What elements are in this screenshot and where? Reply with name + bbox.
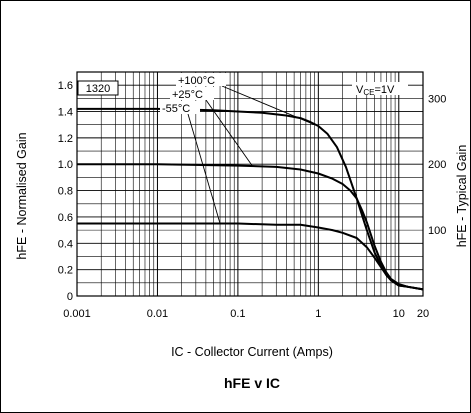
- y-tick-label: 1.6: [58, 80, 73, 92]
- y-tick-label: 1.4: [58, 107, 73, 119]
- x-tick-label: 1: [315, 308, 321, 320]
- curve-100c: [77, 107, 424, 291]
- y-tick-label: 1.2: [58, 133, 73, 145]
- y-tick-label: 0.2: [58, 265, 73, 277]
- chart-title: hFE v IC: [224, 375, 280, 391]
- curves: [77, 107, 424, 291]
- series-label-minus55c: -55°C: [162, 103, 190, 115]
- condition-box: [352, 82, 408, 95]
- series-label-100c: +100°C: [178, 75, 215, 87]
- leader-line-curve-25c: [205, 99, 253, 166]
- y-axis-title: hFE - Normalised Gain: [15, 132, 29, 259]
- y2-axis-title: hFE - Typical Gain: [455, 145, 469, 248]
- y-tick-label: 0.4: [58, 238, 73, 250]
- y-tick-label: 0.8: [58, 186, 73, 198]
- x-tick-label: 0.001: [63, 308, 91, 320]
- grid-minor: [77, 72, 424, 296]
- plot-area: [76, 71, 424, 297]
- curve-25c: [77, 163, 424, 291]
- y2-tick-labels: 100 200 300: [428, 93, 446, 237]
- y-tick-label: 0.6: [58, 212, 73, 224]
- y-tick-label: 0: [67, 291, 73, 303]
- part-label-box: [77, 80, 119, 96]
- series-label-bg-1: [170, 87, 214, 100]
- series-label-25c: +25°C: [172, 89, 203, 101]
- y2-tick-label: 100: [428, 225, 446, 237]
- x-tick-label: 20: [417, 308, 429, 320]
- condition-sub: CE: [363, 88, 374, 97]
- leader-line-curve-100c: [221, 85, 315, 126]
- y-tick-labels: 0 0.2 0.4 0.6 0.8 1.0 1.2 1.4 1.6: [58, 80, 73, 303]
- part-label: 1320: [86, 83, 110, 95]
- leader-line-curve-minus55c: [187, 113, 221, 224]
- leader-lines: [187, 85, 315, 224]
- x-tick-labels: 0.001 0.01 0.1 1 10 20: [63, 308, 429, 320]
- y-tick-label: 1.0: [58, 159, 73, 171]
- condition-main: V: [356, 84, 364, 96]
- x-tick-label: 0.1: [230, 308, 245, 320]
- condition-rest: =1V: [374, 84, 395, 96]
- curve-minus55c: [77, 222, 424, 291]
- y2-tick-label: 300: [428, 93, 446, 105]
- series-label-bg-2: [160, 101, 200, 114]
- x-tick-label: 10: [393, 308, 405, 320]
- series-label-bg-0: [176, 73, 226, 86]
- x-tick-label: 0.01: [147, 308, 168, 320]
- x-axis-title: IC - Collector Current (Amps): [171, 345, 333, 359]
- condition-label: VCE=1V: [356, 84, 395, 97]
- y2-tick-label: 200: [428, 159, 446, 171]
